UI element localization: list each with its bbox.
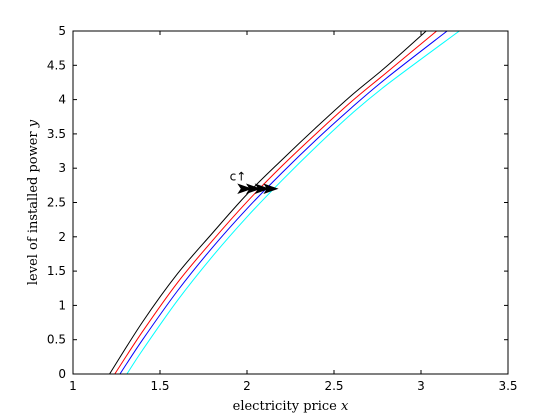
axes — [72, 30, 509, 375]
series-line-3 — [119, 30, 448, 375]
arrow-marker-3 — [254, 183, 270, 195]
arrow-marker-2 — [245, 183, 262, 195]
arrow-marker-1 — [237, 183, 253, 195]
y-tick-label: 2 — [58, 230, 66, 244]
x-tick-label: 3 — [417, 379, 425, 393]
x-tick-label: 3.5 — [498, 379, 517, 393]
x-axis-label-var: x — [341, 399, 349, 414]
y-tick-label: 5 — [58, 24, 66, 38]
series-line-1 — [109, 30, 427, 375]
x-tick-label: 1 — [69, 379, 77, 393]
y-tick-label: 3.5 — [47, 127, 66, 141]
x-tick-label: 2.5 — [324, 379, 343, 393]
y-tick-label: 4 — [58, 93, 66, 107]
series-line-2 — [114, 30, 437, 375]
x-axis-ticks: 1 1.5 2 2.5 3 3.5 — [69, 31, 518, 393]
x-tick-label: 1.5 — [150, 379, 169, 393]
plot-area — [109, 30, 460, 375]
y-tick-label: 0 — [58, 367, 66, 381]
x-axis-label-text: electricity price — [233, 399, 341, 414]
y-tick-label: 1 — [58, 298, 66, 312]
y-axis-label: level of installed power y — [26, 119, 41, 285]
series-line-4 — [126, 30, 460, 375]
arrow-marker-4 — [263, 183, 279, 195]
y-axis-label-var: y — [26, 119, 41, 128]
y-tick-label: 4.5 — [47, 58, 66, 72]
x-tick-label: 2 — [243, 379, 251, 393]
y-tick-label: 3 — [58, 161, 66, 175]
y-tick-label: 0.5 — [47, 333, 66, 347]
axes-box — [72, 30, 509, 375]
annotation-c-up: c↑ — [230, 169, 247, 183]
x-axis-label: electricity price x — [233, 399, 349, 414]
y-tick-label: 1.5 — [47, 264, 66, 278]
y-axis-ticks: 0 0.5 1 1.5 2 2.5 3 3.5 4 4.5 5 — [47, 24, 508, 381]
y-tick-label: 2.5 — [47, 196, 66, 210]
y-axis-label-text: level of installed power — [26, 127, 41, 285]
